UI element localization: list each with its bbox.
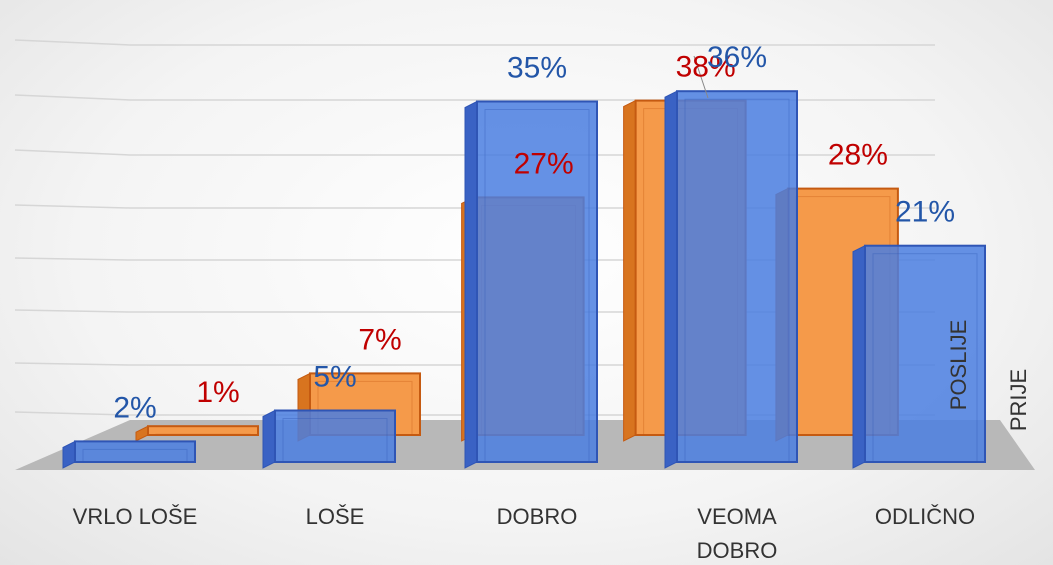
- bar-inner: [872, 253, 978, 463]
- bar-inner: [82, 448, 188, 463]
- bar: [864, 244, 986, 463]
- x-tick-label: ODLIČNO: [874, 504, 976, 529]
- bar: [74, 440, 196, 463]
- x-tick-label: VEOMA DOBRO: [696, 504, 778, 563]
- bar-side: [623, 99, 637, 442]
- value-label: 1%: [196, 376, 239, 409]
- leader-line: [693, 55, 709, 99]
- bar: [274, 409, 396, 463]
- x-tick-label: DOBRO: [496, 504, 578, 529]
- bar: [476, 100, 598, 463]
- bars: [62, 90, 986, 469]
- value-label: 35%: [507, 51, 567, 84]
- value-label: 21%: [895, 196, 955, 229]
- bar-inner: [684, 98, 790, 463]
- bar-side: [464, 100, 478, 469]
- bar: [676, 90, 798, 463]
- value-label: 2%: [113, 391, 156, 424]
- value-label: 7%: [358, 323, 401, 356]
- x-tick-label: LOŠE: [305, 504, 365, 529]
- bar-side: [664, 90, 678, 469]
- bar-inner: [155, 433, 251, 436]
- bar-inner: [484, 109, 590, 463]
- bar-side: [262, 409, 276, 469]
- value-label: 28%: [828, 139, 888, 172]
- bar-side: [852, 244, 866, 469]
- x-tick-label: VRLO LOŠE: [72, 504, 198, 529]
- value-label: 36%: [707, 41, 767, 74]
- bar-inner: [282, 418, 388, 463]
- value-label: 38%: [676, 51, 736, 84]
- bar: [147, 425, 259, 437]
- value-label: 5%: [313, 360, 356, 393]
- value-label: 27%: [514, 147, 574, 180]
- legend-label: PRIJE: [1006, 369, 1031, 431]
- back-wall-lines: [14, 39, 935, 416]
- legend-label: POSLIJE: [946, 320, 971, 410]
